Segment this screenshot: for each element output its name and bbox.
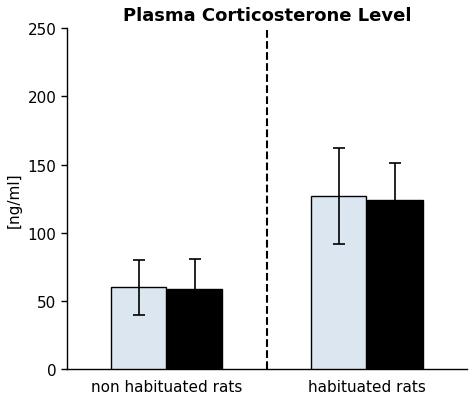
Bar — [111, 288, 166, 369]
Bar — [167, 289, 222, 369]
Bar — [367, 200, 422, 369]
Bar — [311, 196, 366, 369]
Title: Plasma Corticosterone Level: Plasma Corticosterone Level — [123, 7, 411, 25]
Y-axis label: [ng/ml]: [ng/ml] — [7, 172, 22, 227]
